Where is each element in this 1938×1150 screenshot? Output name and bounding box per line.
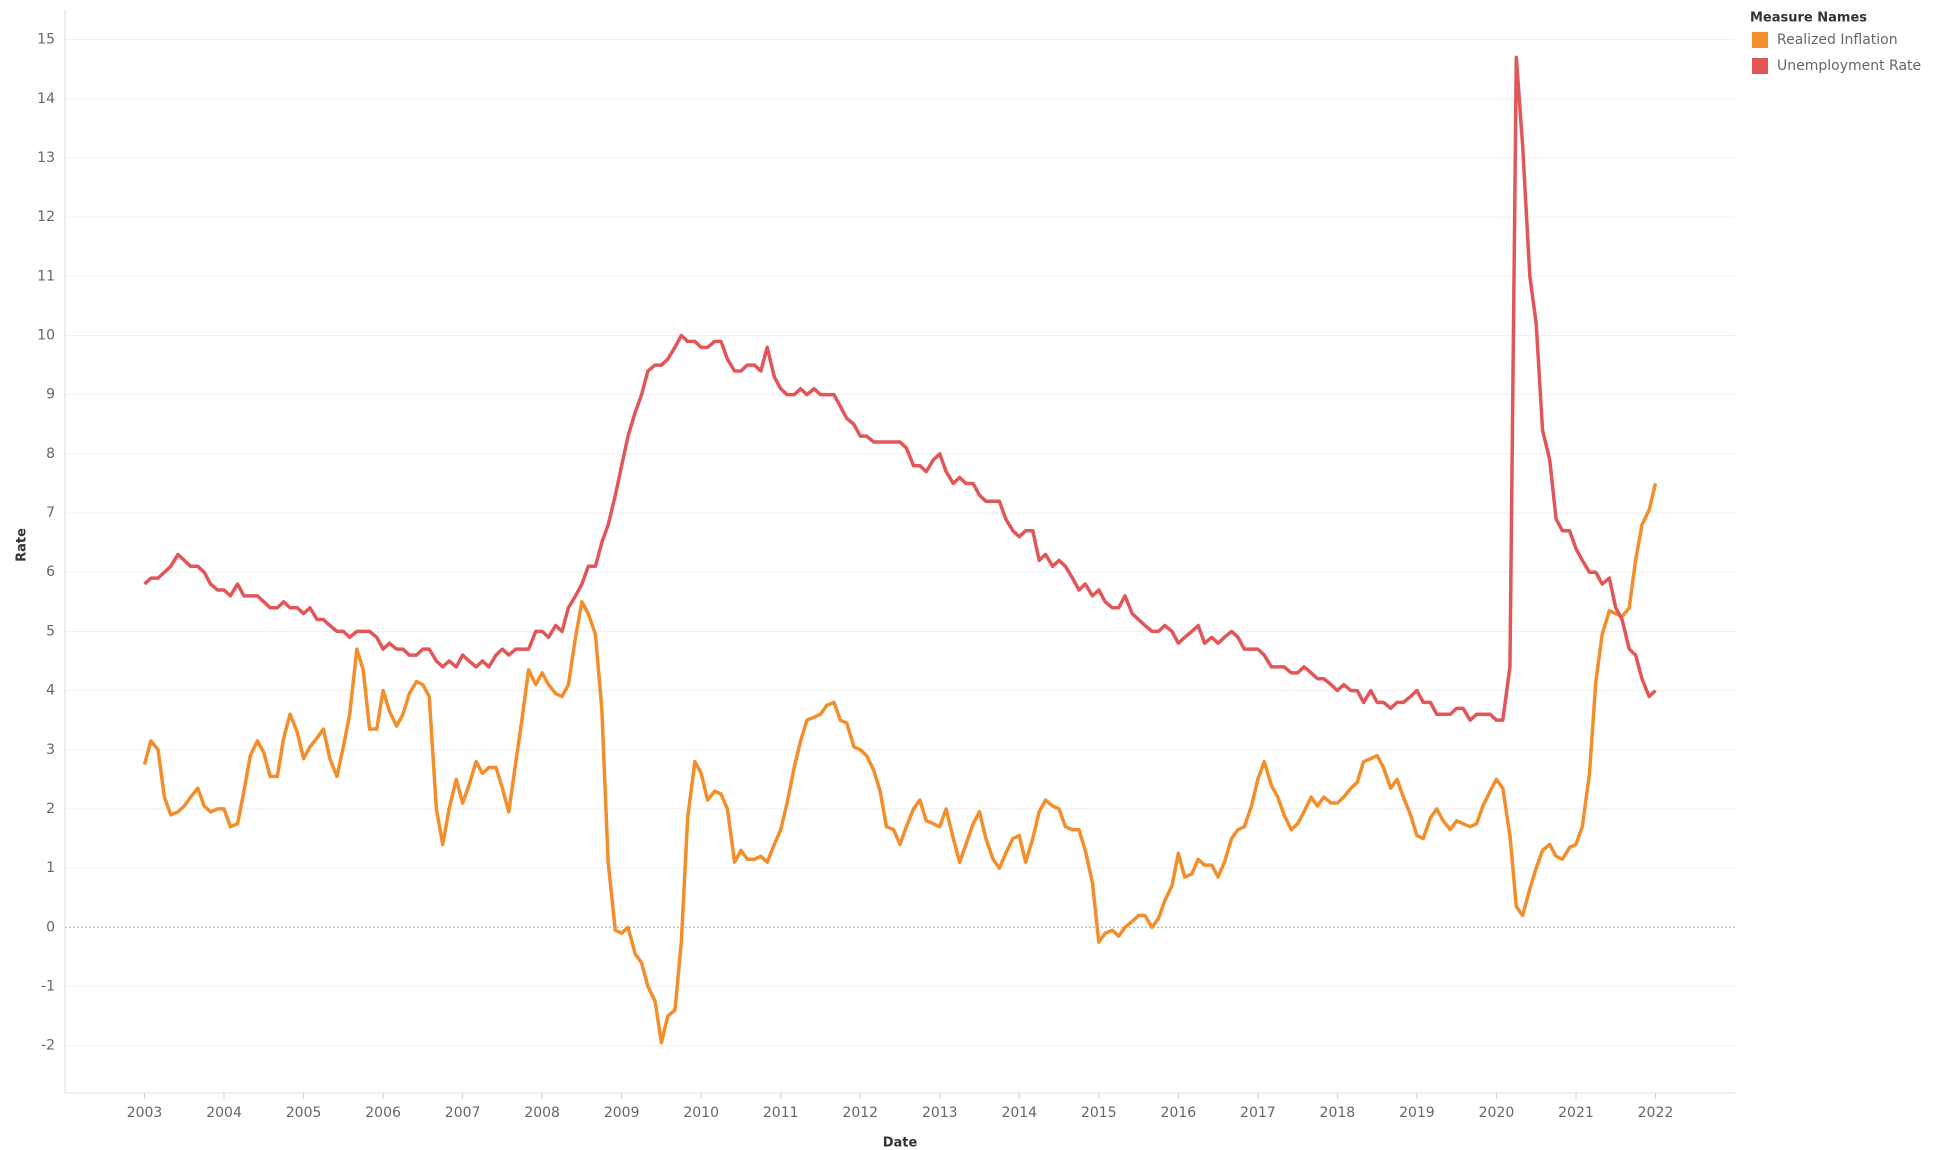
x-tick-label: 2010 <box>683 1105 719 1121</box>
y-tick-label: 12 <box>37 209 55 225</box>
legend-swatch <box>1752 58 1768 74</box>
x-tick-label: 2020 <box>1479 1105 1515 1121</box>
x-tick-label: 2016 <box>1161 1105 1197 1121</box>
y-tick-label: -2 <box>41 1038 55 1054</box>
line-series <box>143 55 1657 722</box>
y-tick-label: 14 <box>37 91 55 107</box>
y-tick-label: 7 <box>46 505 55 521</box>
y-tick-label: -1 <box>41 978 55 994</box>
y-tick-label: 6 <box>46 564 55 580</box>
x-tick-label: 2011 <box>763 1105 799 1121</box>
y-tick-label: 4 <box>46 683 55 699</box>
y-tick-label: 15 <box>37 32 55 48</box>
legend-label: Realized Inflation <box>1777 32 1898 48</box>
x-tick-label: 2021 <box>1558 1105 1594 1121</box>
x-tick-label: 2013 <box>922 1105 958 1121</box>
x-tick-label: 2019 <box>1399 1105 1435 1121</box>
x-tick-label: 2005 <box>286 1105 322 1121</box>
x-tick-label: 2017 <box>1240 1105 1276 1121</box>
y-tick-label: 13 <box>37 150 55 166</box>
y-tick-label: 9 <box>46 387 55 403</box>
x-tick-label: 2014 <box>1001 1105 1037 1121</box>
x-tick-label: 2006 <box>365 1105 401 1121</box>
legend-title: Measure Names <box>1750 11 1867 26</box>
y-tick-label: 10 <box>37 327 55 343</box>
x-tick-label: 2007 <box>445 1105 481 1121</box>
y-axis-label: Rate <box>15 528 30 562</box>
legend-label: Unemployment Rate <box>1777 58 1921 74</box>
x-tick-label: 2012 <box>842 1105 878 1121</box>
y-tick-label: 0 <box>46 919 55 935</box>
x-tick-label: 2003 <box>127 1105 163 1121</box>
x-tick-label: 2022 <box>1638 1105 1674 1121</box>
y-tick-label: 3 <box>46 742 55 758</box>
x-tick-label: 2004 <box>206 1105 242 1121</box>
x-tick-label: 2015 <box>1081 1105 1117 1121</box>
y-tick-label: 1 <box>46 860 55 876</box>
x-tick-label: 2008 <box>524 1105 560 1121</box>
x-axis-label: Date <box>883 1136 918 1150</box>
line-series <box>142 483 1658 1045</box>
y-tick-label: 8 <box>46 446 55 462</box>
x-tick-label: 2018 <box>1320 1105 1356 1121</box>
legend-swatch <box>1752 32 1768 48</box>
y-tick-label: 5 <box>46 623 55 639</box>
y-tick-label: 11 <box>37 268 55 284</box>
x-tick-label: 2009 <box>604 1105 640 1121</box>
y-tick-label: 2 <box>46 801 55 817</box>
